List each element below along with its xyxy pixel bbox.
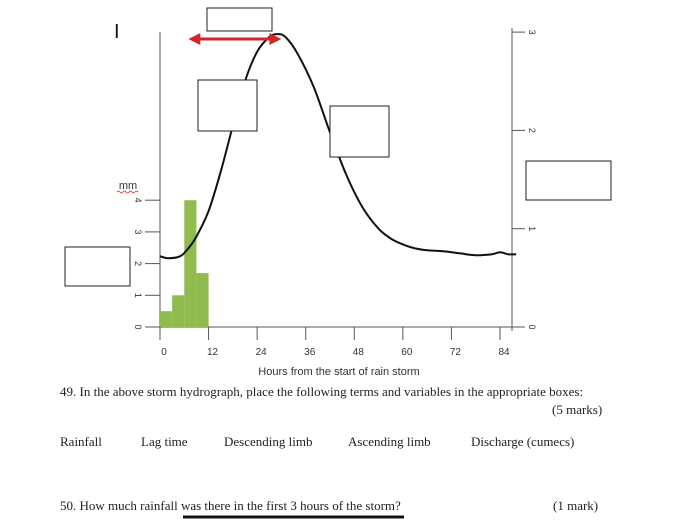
answer-box-rainfall[interactable] <box>64 246 131 287</box>
right-tick-label-2: 2 <box>527 128 537 133</box>
left-axis-unit: mm <box>119 180 137 192</box>
left-tick-label-1: 1 <box>133 293 143 298</box>
question-49-text: 49. In the above storm hydrograph, place… <box>60 384 584 399</box>
right-tick-label-3: 3 <box>527 30 537 35</box>
left-tick-label-3: 3 <box>133 229 143 234</box>
rainfall-bar-3 <box>184 200 197 327</box>
question-49-marks: (5 marks) <box>552 402 603 417</box>
term-descending-limb: Descending limb <box>224 434 313 449</box>
right-tick-label-0: 0 <box>527 324 537 329</box>
answer-box-descending-limb[interactable] <box>329 105 390 158</box>
answer-box-lag-time[interactable] <box>206 7 273 32</box>
rainfall-bar-2 <box>172 295 185 327</box>
discharge-curve <box>159 33 517 260</box>
spellcheck-underline <box>116 190 139 194</box>
answer-box-discharge[interactable] <box>525 160 612 201</box>
term-ascending-limb: Ascending limb <box>348 434 431 449</box>
question-50-text: 50. How much rainfall was there in the f… <box>60 498 401 513</box>
term-rainfall: Rainfall <box>60 434 102 449</box>
x-axis-label: Hours from the start of rain storm <box>258 366 419 378</box>
corner-mark: I <box>114 21 120 43</box>
x-tick-label-12: 12 <box>207 347 219 358</box>
rainfall-bar-4 <box>196 273 209 327</box>
left-tick-label-4: 4 <box>133 198 143 203</box>
x-tick-label-48: 48 <box>353 347 365 358</box>
x-tick-label-84: 84 <box>498 347 510 358</box>
left-tick-label-2: 2 <box>133 261 143 266</box>
x-tick-label-0: 0 <box>161 347 167 358</box>
term-discharge: Discharge (cumecs) <box>471 434 575 449</box>
term-lag-time: Lag time <box>141 434 188 449</box>
left-tick-label-0: 0 <box>133 324 143 329</box>
answer-box-ascending-limb[interactable] <box>197 79 258 132</box>
x-tick-label-60: 60 <box>401 347 413 358</box>
right-tick-label-1: 1 <box>527 226 537 231</box>
lag-time-arrow <box>188 33 282 45</box>
x-tick-label-72: 72 <box>450 347 462 358</box>
question-50-marks: (1 mark) <box>553 498 599 513</box>
rainfall-bar-1 <box>160 311 173 327</box>
x-tick-label-36: 36 <box>304 347 316 358</box>
x-tick-label-24: 24 <box>256 347 268 358</box>
